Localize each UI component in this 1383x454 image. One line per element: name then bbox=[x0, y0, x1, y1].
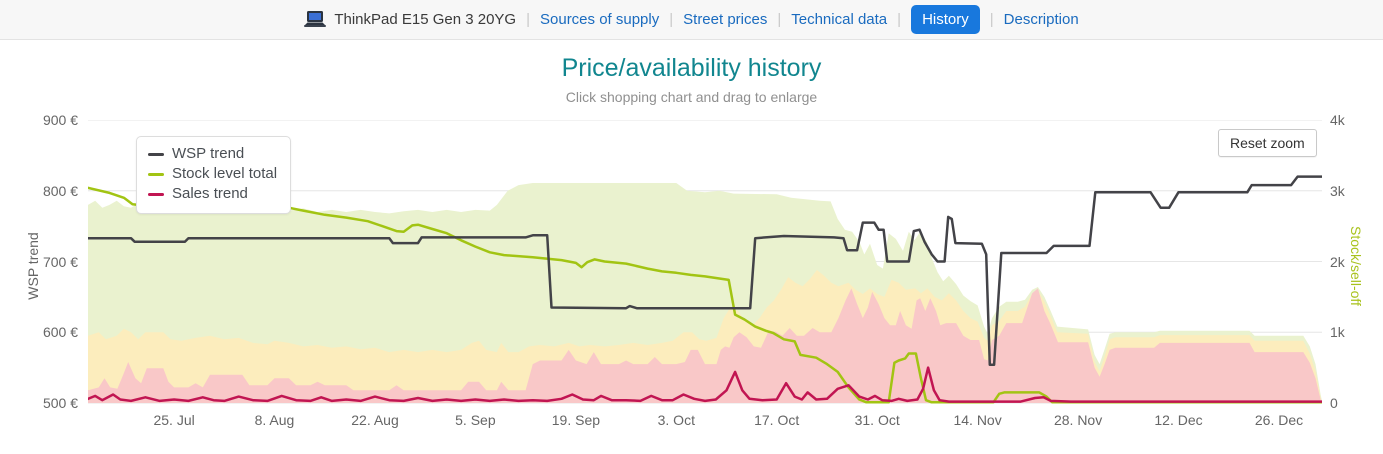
x-axis-tick: 12. Dec bbox=[1154, 412, 1203, 428]
legend-label: Stock level total bbox=[172, 165, 278, 182]
stock-level-swatch bbox=[148, 172, 164, 176]
x-axis-tick: 14. Nov bbox=[953, 412, 1002, 428]
right-axis-tick: 1k bbox=[1330, 324, 1345, 341]
right-axis-tick: 4k bbox=[1330, 112, 1345, 128]
wsp-trend-swatch bbox=[148, 152, 164, 156]
x-axis-tick: 17. Oct bbox=[754, 412, 800, 428]
left-axis-tick: 600 € bbox=[42, 324, 78, 341]
x-axis-tick: 28. Nov bbox=[1053, 412, 1103, 428]
right-axis-title: Stock/sell-off bbox=[1348, 226, 1364, 306]
top-nav-bar: ThinkPad E15 Gen 3 20YG | Sources of sup… bbox=[0, 0, 1383, 40]
product-name: ThinkPad E15 Gen 3 20YG bbox=[334, 11, 517, 28]
availability-low-band bbox=[88, 288, 1322, 403]
series-wsp-trend bbox=[88, 175, 1322, 367]
x-axis-tick: 26. Dec bbox=[1254, 412, 1304, 428]
legend-label: WSP trend bbox=[172, 145, 245, 162]
chart-subtitle: Click shopping chart and drag to enlarge bbox=[565, 89, 818, 105]
x-axis-tick: 31. Oct bbox=[854, 412, 900, 428]
plot-area[interactable] bbox=[88, 120, 1322, 404]
nav-separator: | bbox=[897, 11, 902, 28]
right-axis-tick: 0 bbox=[1330, 395, 1338, 411]
left-axis-tick: 800 € bbox=[42, 182, 78, 199]
left-axis-tick: 700 € bbox=[42, 253, 78, 270]
x-axis-tick: 19. Sep bbox=[551, 412, 601, 428]
x-axis-tick: 25. Jul bbox=[153, 412, 195, 428]
legend-item-wsp-trend[interactable]: WSP trend bbox=[148, 144, 277, 164]
nav-link-description[interactable]: Description bbox=[1003, 11, 1079, 28]
x-axis-tick: 3. Oct bbox=[657, 412, 695, 428]
nav-separator: | bbox=[669, 11, 674, 28]
nav-link-street-prices[interactable]: Street prices bbox=[683, 11, 768, 28]
chart-legend: WSP trend Stock level total Sales trend bbox=[136, 136, 292, 214]
legend-item-sales-trend[interactable]: Sales trend bbox=[148, 184, 277, 204]
price-history-chart: WSP trend Stock/sell-off 900 € 800 € 700 €… bbox=[0, 110, 1383, 454]
chart-title: Price/availability history bbox=[561, 54, 822, 82]
reset-zoom-button[interactable]: Reset zoom bbox=[1218, 129, 1317, 157]
nav-link-technical-data[interactable]: Technical data bbox=[791, 11, 888, 28]
left-axis-tick: 900 € bbox=[42, 112, 78, 128]
series-sales-trend bbox=[88, 366, 1322, 403]
left-axis-tick: 500 € bbox=[42, 395, 78, 411]
nav-separator: | bbox=[526, 11, 530, 28]
sales-trend-swatch bbox=[148, 192, 164, 196]
laptop-icon bbox=[304, 11, 327, 28]
tab-history-active[interactable]: History bbox=[911, 5, 980, 34]
x-axis-tick: 8. Aug bbox=[254, 412, 295, 428]
nav-separator: | bbox=[989, 11, 994, 28]
nav-separator: | bbox=[777, 11, 782, 28]
right-axis-tick: 2k bbox=[1330, 253, 1345, 270]
legend-label: Sales trend bbox=[172, 185, 248, 202]
product-header: ThinkPad E15 Gen 3 20YG bbox=[304, 11, 516, 28]
x-axis-tick: 22. Aug bbox=[351, 412, 399, 428]
x-axis-tick: 5. Sep bbox=[455, 412, 496, 428]
right-axis-tick: 3k bbox=[1330, 182, 1345, 199]
nav-link-sources-of-supply[interactable]: Sources of supply bbox=[540, 11, 660, 28]
legend-item-stock-level-total[interactable]: Stock level total bbox=[148, 164, 277, 184]
